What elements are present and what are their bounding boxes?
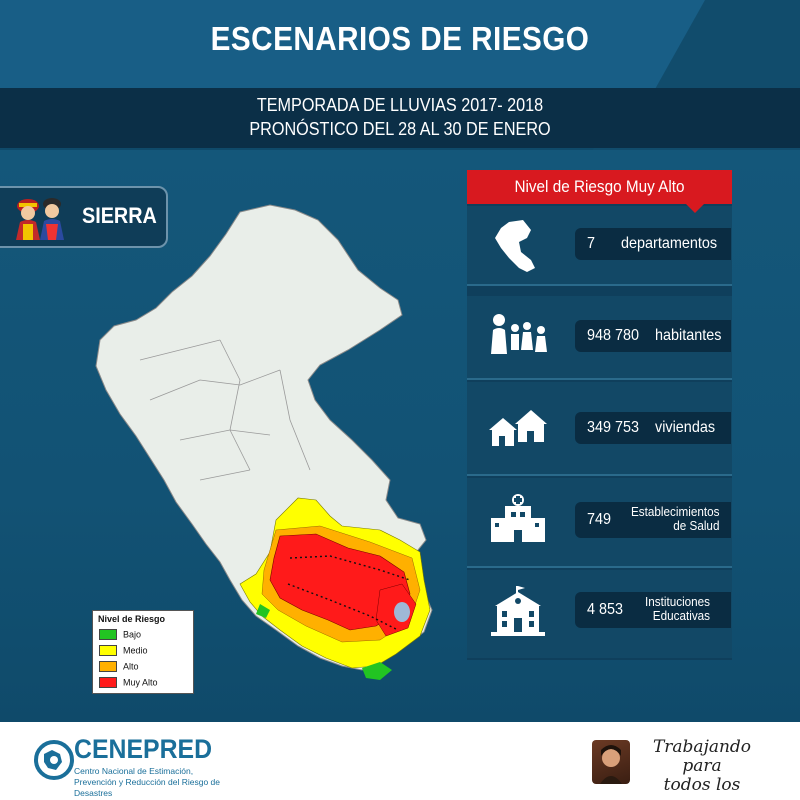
- region-label: SIERRA: [82, 203, 157, 228]
- stat-pill: 749 Establecimientos de Salud: [575, 502, 731, 538]
- corridor-line-2: [287, 583, 399, 631]
- stat-number: 349 753: [587, 419, 640, 436]
- legend-label: Alto: [123, 661, 139, 672]
- risk-map: [95, 204, 433, 680]
- legend-swatch-very-high: [99, 677, 117, 689]
- risk-level-title: Nivel de Riesgo Muy Alto: [514, 177, 685, 196]
- portrait-icon: [600, 745, 622, 784]
- org-description: Centro Nacional de Estimación, Prevenció…: [74, 766, 221, 798]
- hospital-icon: [491, 494, 545, 542]
- people-icon: [491, 314, 547, 354]
- department-lines: [139, 339, 311, 481]
- org-name: CENEPRED: [74, 734, 213, 764]
- stat-number: 4 853: [587, 601, 624, 618]
- stat-label: habitantes: [655, 327, 722, 344]
- school-icon: [491, 586, 545, 636]
- legend-swatch-high: [99, 661, 117, 673]
- legend-item: Bajo: [99, 629, 142, 641]
- stat-label: Instituciones Educativas: [645, 595, 710, 623]
- stat-label: departamentos: [621, 235, 718, 252]
- legend-label: Bajo: [123, 629, 142, 640]
- stat-label-line: Instituciones: [645, 594, 711, 609]
- stat-number: 749: [587, 511, 612, 528]
- risk-header-notch: [686, 204, 704, 213]
- subtitle-season: TEMPORADA DE LLUVIAS 2017- 2018: [256, 95, 544, 115]
- stat-inhabitants: 948 780 habitantes: [467, 296, 732, 380]
- stat-pill: 349 753 viviendas: [575, 412, 731, 444]
- stat-pill: 948 780 habitantes: [575, 320, 731, 352]
- slogan-line: Trabajando para: [652, 737, 752, 776]
- region-tag: SIERRA: [0, 186, 168, 248]
- stat-pill: 4 853 Instituciones Educativas: [575, 592, 731, 628]
- stat-dwellings: 349 753 viviendas: [467, 382, 732, 476]
- subtitle-forecast: PRONÓSTICO DEL 28 AL 30 DE ENERO: [249, 119, 551, 139]
- footer: CENEPRED Centro Nacional de Estimación, …: [0, 722, 800, 800]
- page-title: ESCENARIOS DE RIESGO: [210, 20, 590, 57]
- stat-label-line: de Salud: [673, 518, 720, 533]
- risk-level-header: Nivel de Riesgo Muy Alto: [467, 170, 732, 204]
- legend-label: Muy Alto: [123, 677, 158, 688]
- stat-label: viviendas: [655, 419, 716, 436]
- risk-zone-low-2: [256, 604, 270, 618]
- corridor-line: [289, 555, 411, 581]
- map-legend: Nivel de Riesgo Bajo Medio Alto Muy Alto: [92, 610, 194, 694]
- subtitle-band: TEMPORADA DE LLUVIAS 2017- 2018 PRONÓSTI…: [0, 88, 800, 148]
- stat-pill: 7 departamentos: [575, 228, 731, 260]
- legend-item: Muy Alto: [99, 677, 158, 689]
- stat-label: Establecimientos de Salud: [631, 505, 719, 533]
- legend-item: Medio: [99, 645, 148, 657]
- stat-health: 749 Establecimientos de Salud: [467, 478, 732, 568]
- president-photo: [592, 740, 630, 784]
- title-band: [0, 0, 705, 88]
- legend-item: Alto: [99, 661, 139, 673]
- legend-label: Medio: [123, 645, 148, 656]
- andean-couple-icon: [16, 198, 64, 240]
- cenepred-logo-icon: [34, 740, 74, 780]
- legend-swatch-medium: [99, 645, 117, 657]
- legend-swatch-low: [99, 629, 117, 641]
- risk-zone-very-high: [269, 533, 411, 631]
- houses-icon: [489, 410, 547, 446]
- stat-label-line: Educativas: [652, 608, 711, 623]
- risk-zone-low: [362, 662, 392, 680]
- peru-map-icon: [495, 220, 535, 272]
- stat-education: 4 853 Instituciones Educativas: [467, 570, 732, 658]
- subtitle: TEMPORADA DE LLUVIAS 2017- 2018 PRONÓSTI…: [40, 93, 760, 141]
- stat-label-line: Establecimientos: [631, 504, 720, 519]
- lake-titicaca: [394, 602, 410, 622]
- government-slogan: Trabajando para todos los peruanos: [632, 738, 772, 800]
- stat-number: 948 780: [587, 327, 640, 344]
- slogan-line: todos los peruanos: [662, 775, 742, 800]
- stat-departments: 7 departamentos: [467, 206, 732, 286]
- stats-panel: 7 departamentos 948 780 habitantes: [467, 196, 732, 660]
- legend-title: Nivel de Riesgo: [98, 614, 166, 624]
- stat-number: 7: [587, 235, 596, 252]
